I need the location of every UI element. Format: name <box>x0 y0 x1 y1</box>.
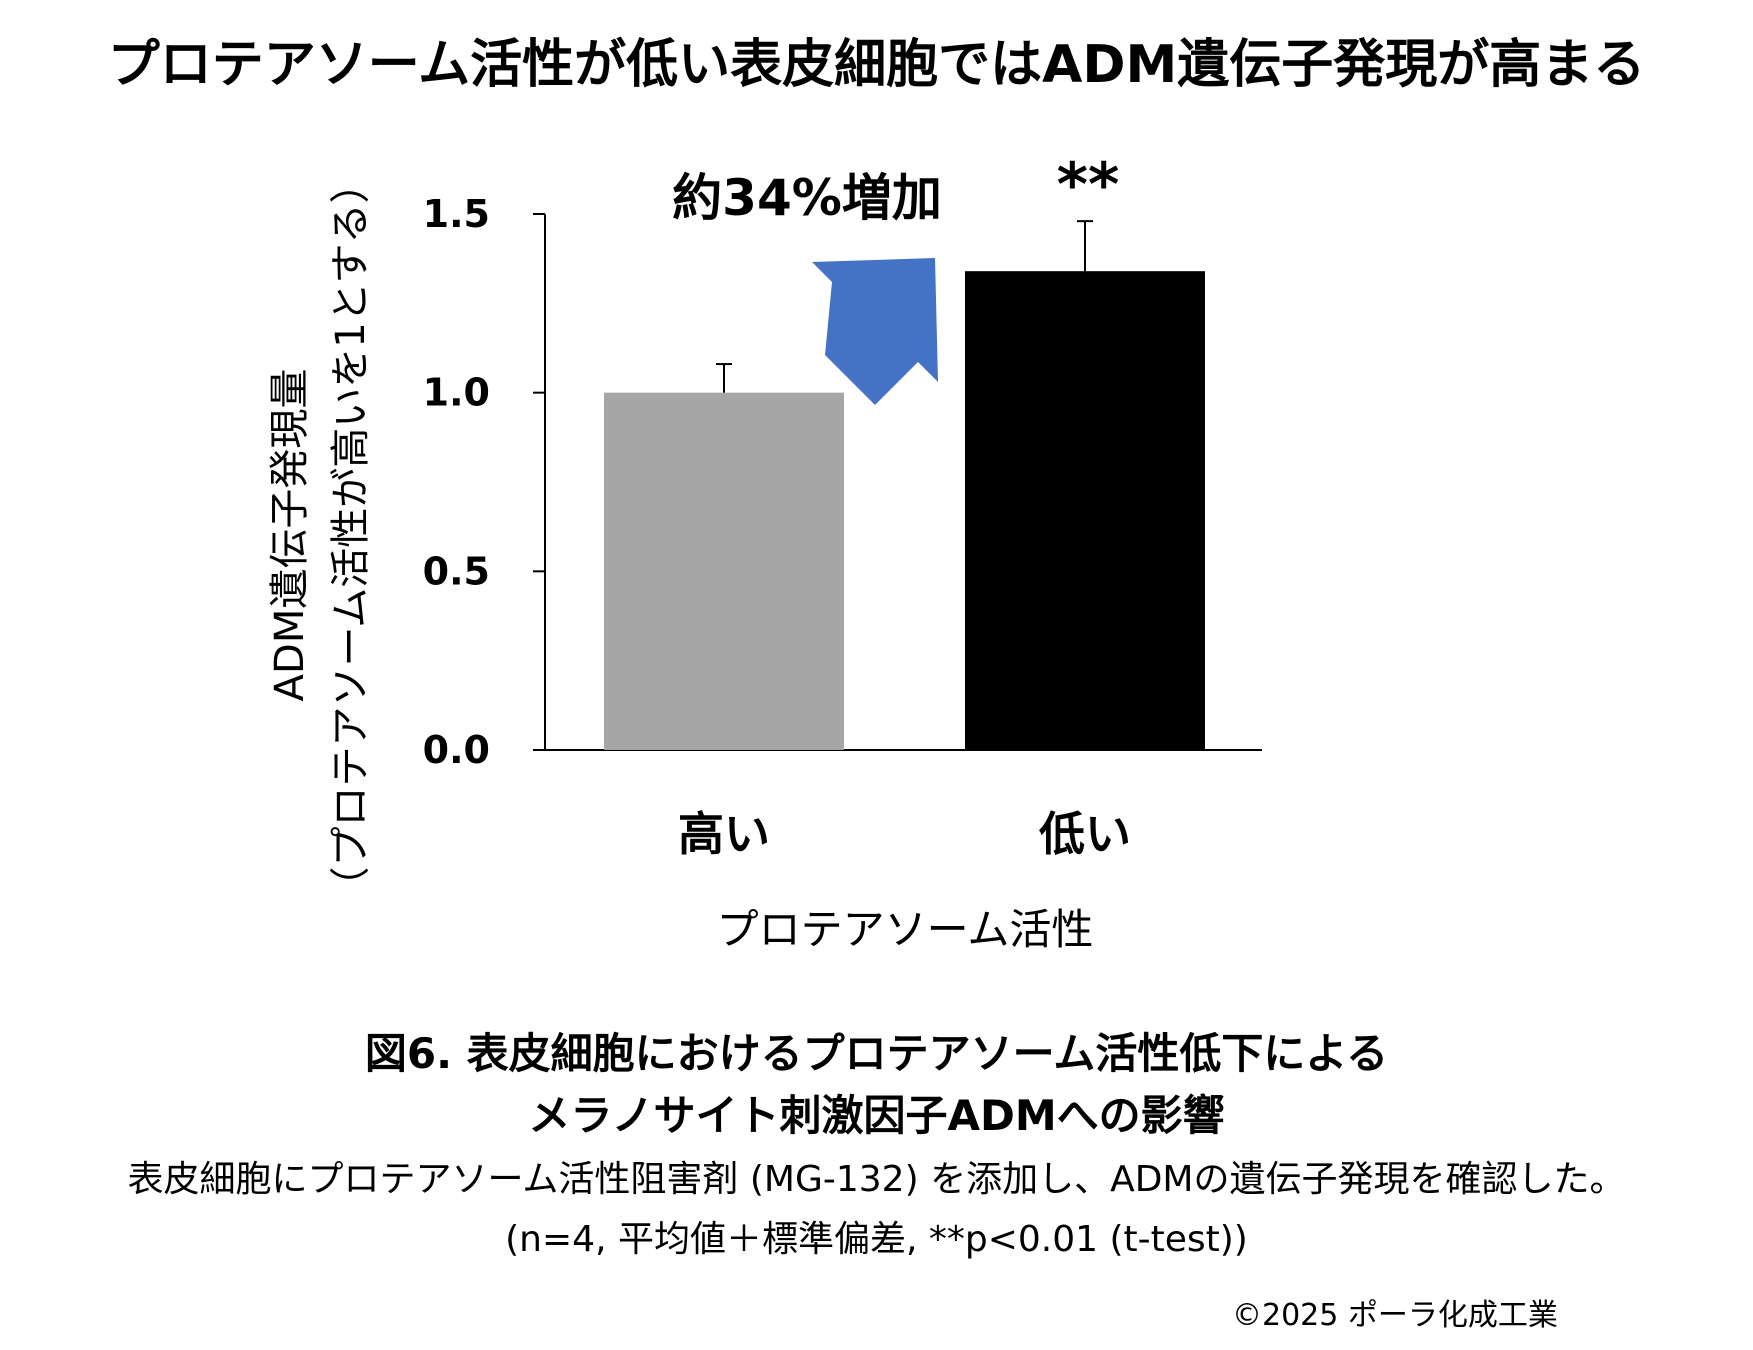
increase-annotation: 約34%増加 <box>672 169 942 227</box>
bar-1 <box>604 392 844 750</box>
figure-caption-notes: (n=4, 平均値＋標準偏差, **p<0.01 (t-test)) <box>505 1219 1248 1260</box>
page-title: プロテアソーム活性が低い表皮細胞ではADM遺伝子発現が高まる <box>107 35 1646 95</box>
significance-marker: ** <box>1057 150 1120 220</box>
y-tick-label: 1.5 <box>423 192 490 236</box>
x-tick-label: 高い <box>678 807 770 861</box>
y-tick-label: 1.0 <box>423 371 490 415</box>
chart-axes: 0.0 0.5 1.0 1.5 <box>423 192 1262 772</box>
y-tick-label: 0.0 <box>423 728 490 772</box>
chart-bars <box>604 220 1205 750</box>
y-axis-label-line1: ADM遺伝子発現量 <box>267 369 313 702</box>
increase-arrow-icon <box>812 258 938 405</box>
figure-caption-title-line1: 図6. 表皮細胞におけるプロテアソーム活性低下による <box>364 1029 1389 1078</box>
x-tick-label: 低い <box>1039 807 1131 861</box>
x-tick-labels: 高い 低い <box>678 807 1131 861</box>
x-axis-label: プロテアソーム活性 <box>717 905 1094 954</box>
y-tick-label: 0.5 <box>423 549 490 593</box>
figure-caption-title-line2: メラノサイト刺激因子ADMへの影響 <box>528 1091 1225 1140</box>
figure-caption-description: 表皮細胞にプロテアソーム活性阻害剤 (MG-132) を添加し、ADMの遺伝子発… <box>127 1159 1626 1200</box>
copyright-notice: ©2025 ポーラ化成工業 <box>1232 1298 1558 1333</box>
y-axis-label-line2: （プロテアソーム活性が高いを1とする） <box>328 163 374 906</box>
y-axis-label-group: ADM遺伝子発現量 （プロテアソーム活性が高いを1とする） <box>267 163 374 906</box>
bar-2 <box>965 271 1205 750</box>
